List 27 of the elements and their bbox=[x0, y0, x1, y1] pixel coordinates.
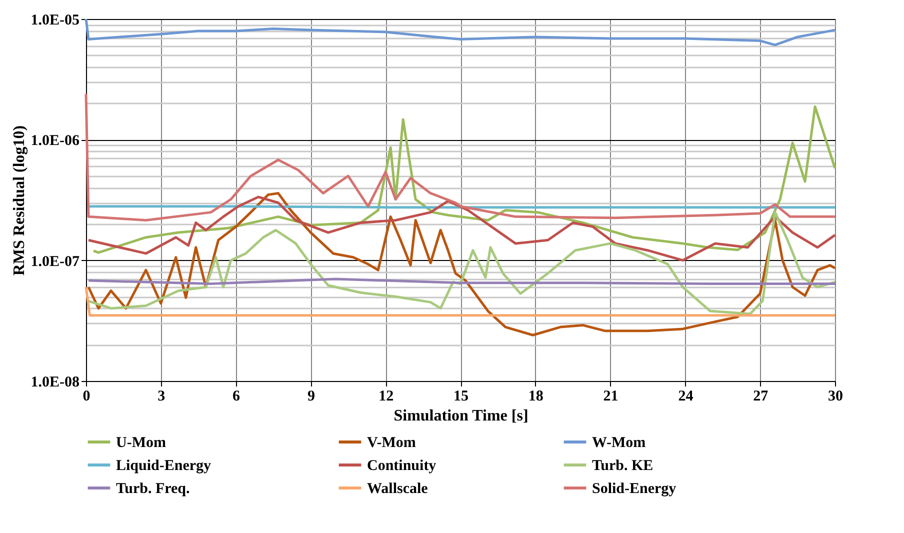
y-tick-label: 1.0E-08 bbox=[30, 374, 80, 390]
legend-label: Turb. KE bbox=[592, 458, 654, 474]
legend-label: Liquid-Energy bbox=[116, 458, 212, 474]
legend-label: Wallscale bbox=[367, 481, 428, 497]
x-tick-label: 0 bbox=[82, 388, 90, 404]
x-tick-label: 21 bbox=[603, 388, 618, 404]
x-tick-label: 15 bbox=[454, 388, 468, 404]
x-tick-label: 6 bbox=[232, 388, 241, 404]
y-axis-title: RMS Residual (log10) bbox=[10, 125, 28, 276]
x-tick-label: 24 bbox=[678, 388, 694, 404]
x-tick-label: 3 bbox=[158, 388, 166, 404]
x-tick-label: 30 bbox=[828, 388, 843, 404]
y-tick-label: 1.0E-05 bbox=[30, 12, 80, 28]
legend-label: Solid-Energy bbox=[592, 481, 677, 497]
legend-label: W-Mom bbox=[592, 435, 646, 451]
legend-label: Turb. Freq. bbox=[116, 481, 190, 497]
x-tick-label: 9 bbox=[307, 388, 315, 404]
legend-label: V-Mom bbox=[367, 435, 416, 451]
y-tick-label: 1.0E-07 bbox=[30, 254, 80, 270]
x-tick-label: 12 bbox=[378, 388, 394, 404]
x-tick-label: 27 bbox=[753, 388, 769, 404]
legend-label: U-Mom bbox=[116, 435, 166, 451]
line-series bbox=[84, 92, 836, 222]
legend-label: Continuity bbox=[367, 458, 437, 474]
x-axis-title: Simulation Time [s] bbox=[394, 408, 528, 424]
x-tick-label: 18 bbox=[528, 388, 544, 404]
y-tick-label: 1.0E-06 bbox=[30, 133, 80, 150]
